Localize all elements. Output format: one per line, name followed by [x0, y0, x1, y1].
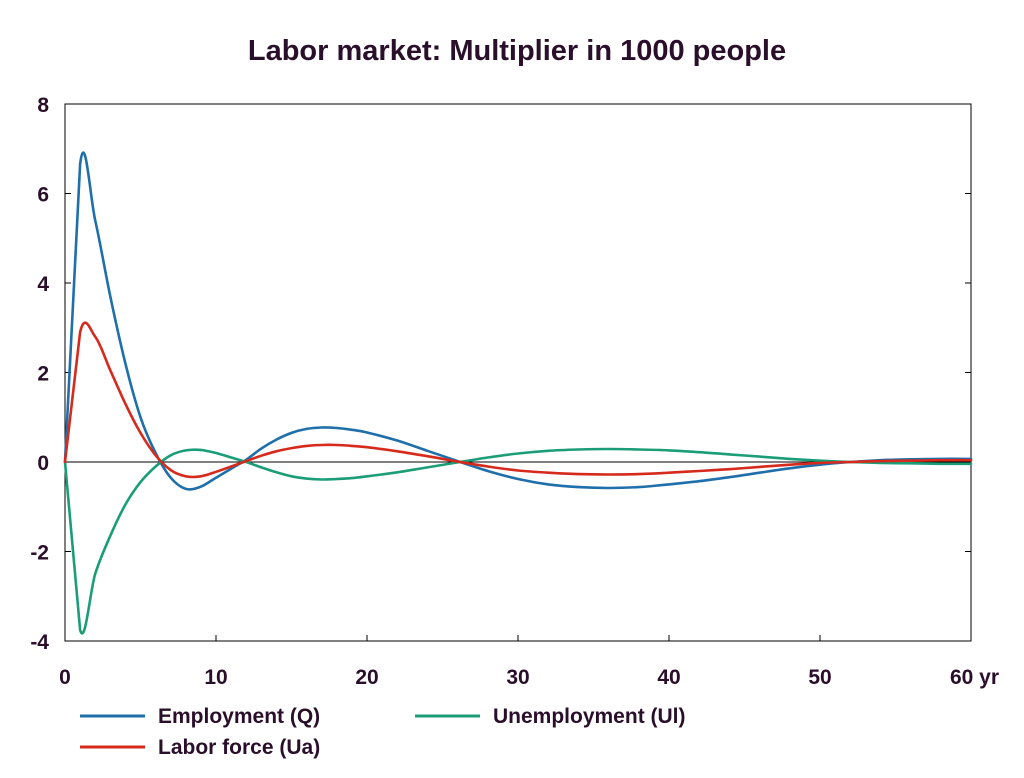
y-tick-label: 4 [37, 273, 49, 296]
series-line-labor-force-ua [63, 321, 973, 479]
x-tick-label: 40 [657, 666, 680, 689]
chart-title: Labor market: Multiplier in 1000 people [248, 35, 786, 67]
x-tick-label: 10 [204, 666, 227, 689]
plot-area: -4 -2 0 2 4 6 8 0 10 20 30 40 50 60 yr [30, 94, 999, 689]
y-tick-label: 0 [37, 452, 49, 475]
series-line-unemployment-ul [63, 447, 973, 635]
series-line-employment-q [63, 151, 973, 491]
y-tick-label: -4 [30, 631, 49, 654]
x-tick-label: 20 [355, 666, 378, 689]
legend-label-unemployment-ul: Unemployment (Ul) [493, 705, 686, 728]
y-tick-label: -2 [30, 542, 49, 565]
x-tick-label: 60 yr [950, 666, 999, 689]
legend: Employment (Q) Unemployment (Ul) Labor for… [80, 705, 686, 759]
y-tick-label: 2 [37, 363, 49, 386]
legend-label-labor-force-ua: Labor force (Ua) [158, 736, 320, 759]
legend-label-employment-q: Employment (Q) [158, 705, 320, 728]
y-tick-label: 8 [37, 94, 49, 117]
y-tick-label: 6 [37, 184, 49, 207]
x-tick-label: 50 [808, 666, 831, 689]
x-tick-label: 30 [506, 666, 529, 689]
x-tick-label: 0 [59, 666, 71, 689]
plot-frame [64, 103, 972, 642]
